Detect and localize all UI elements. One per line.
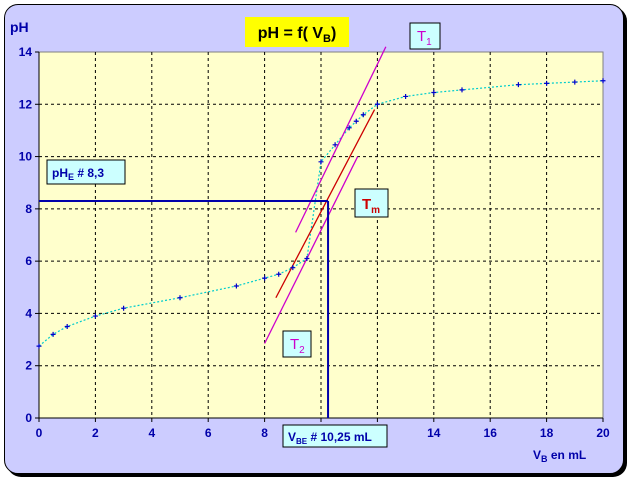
data-point (600, 78, 606, 84)
x-tick-label: 18 (540, 426, 554, 440)
data-point (64, 324, 70, 329)
data-point (544, 80, 550, 86)
ph-titration-chart: 0246810121416182002468101214 pH = f( VB)… (10, 17, 610, 464)
y-tick-label: 12 (19, 97, 33, 111)
x-tick-label: 6 (205, 426, 212, 440)
y-tick-label: 8 (25, 202, 32, 216)
v-equivalence-label: VBE # 10,25 mL (288, 430, 372, 446)
data-point (304, 256, 310, 262)
data-point (262, 275, 268, 281)
data-point (332, 142, 338, 148)
x-tick-label: 0 (36, 426, 43, 440)
data-point (318, 159, 324, 165)
data-point (403, 93, 409, 99)
ph-equivalence-label: pHE # 8,3 (52, 166, 104, 182)
data-point (276, 271, 282, 277)
data-point (353, 118, 359, 124)
y-tick-label: 0 (25, 411, 32, 425)
data-point (121, 305, 127, 311)
data-point (459, 87, 465, 93)
labels: pH = f( VB) pH VB en mL T1 T2 Tm pHE # 8,3 VBE … (10, 17, 586, 464)
data-point (290, 265, 296, 271)
tangent-label-m: Tm (362, 196, 380, 216)
data-point (360, 112, 366, 118)
equivalence-guides (39, 200, 330, 418)
chart-title: pH = f( VB) (258, 25, 337, 45)
y-tick-label: 4 (25, 306, 32, 320)
tangent-label-2: T2 (290, 336, 305, 356)
data-point (572, 79, 578, 85)
data-points (36, 78, 606, 349)
y-tick-label: 14 (19, 45, 33, 59)
data-point (50, 331, 56, 337)
fit-curve (38, 80, 604, 347)
data-point (177, 295, 183, 301)
y-tick-label: 6 (25, 254, 32, 268)
x-tick-label: 20 (596, 426, 610, 440)
y-axis-label: pH (10, 19, 29, 35)
title-box (245, 17, 349, 47)
data-point (431, 90, 437, 96)
data-point (92, 313, 98, 319)
tangent-label-box-2 (282, 330, 312, 358)
x-tick-label: 16 (484, 426, 498, 440)
ph-equivalence-box (46, 159, 126, 185)
x-tick-label: 4 (148, 426, 155, 440)
tangent-label-box-1 (409, 22, 441, 50)
tangent-label-1: T1 (417, 28, 432, 48)
data-point (515, 82, 521, 88)
chart-frame: 0246810121416182002468101214 pH = f( VB)… (4, 4, 624, 474)
x-tick-label: 2 (92, 426, 99, 440)
data-point (374, 101, 380, 107)
x-tick-label: 8 (261, 426, 268, 440)
data-point (346, 125, 352, 131)
tangent-label-box-m (354, 188, 389, 218)
x-tick-label: 14 (427, 426, 441, 440)
x-axis-label: VB en mL (533, 448, 586, 464)
y-tick-label: 10 (19, 150, 33, 164)
fit-line (38, 80, 604, 347)
tangent-2 (264, 156, 359, 344)
y-tick-label: 2 (25, 359, 32, 373)
grid (39, 52, 603, 418)
v-equivalence-box (282, 424, 388, 448)
data-point (233, 283, 239, 289)
data-point (36, 343, 42, 349)
